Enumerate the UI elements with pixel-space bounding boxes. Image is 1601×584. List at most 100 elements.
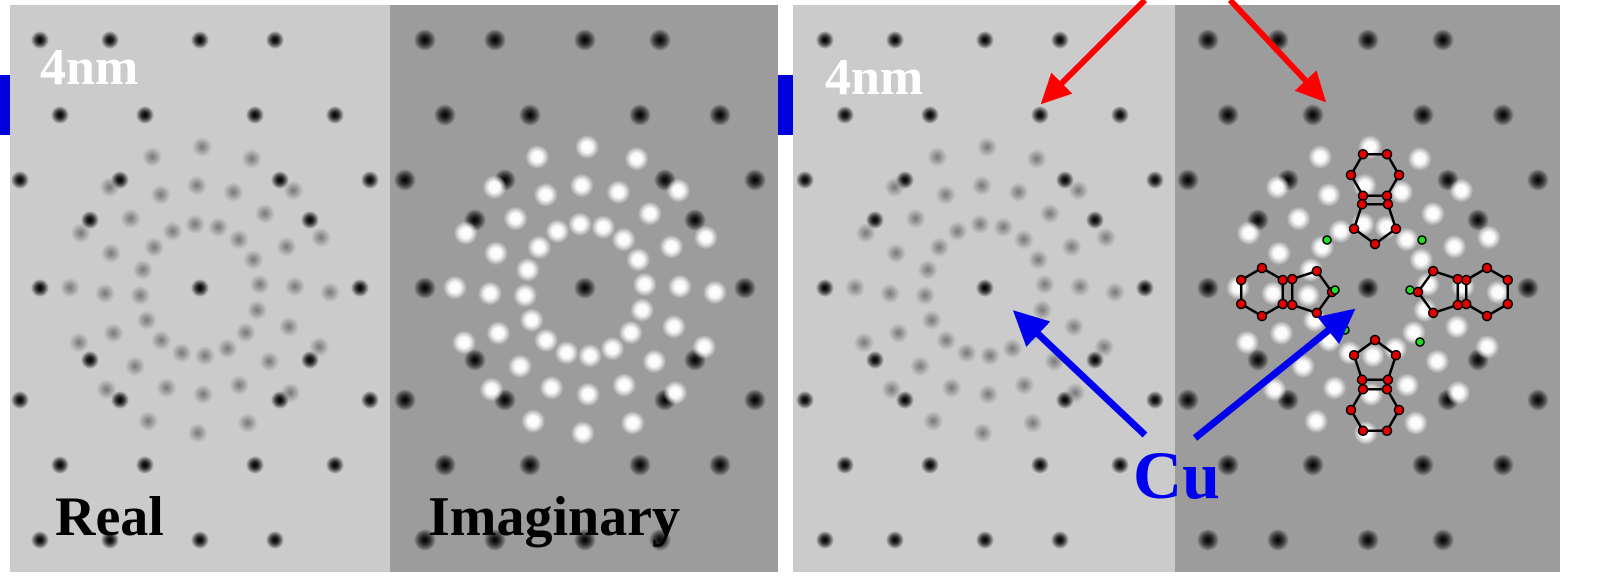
atom xyxy=(1331,286,1339,294)
dot xyxy=(151,185,171,205)
dot xyxy=(1269,321,1293,345)
dot xyxy=(525,145,549,169)
dot xyxy=(1267,529,1289,551)
dot xyxy=(144,237,164,257)
cu-label: Cu xyxy=(1133,437,1220,513)
dot xyxy=(1217,104,1239,126)
dot xyxy=(540,376,564,400)
atom xyxy=(1237,300,1246,309)
dot xyxy=(576,382,600,406)
panel-label: Imaginary xyxy=(428,486,680,548)
dot xyxy=(709,454,731,476)
atom xyxy=(1371,336,1380,345)
atom xyxy=(1483,264,1492,273)
dot xyxy=(31,279,49,297)
dot xyxy=(694,225,718,249)
dot xyxy=(1014,375,1034,395)
dot xyxy=(11,171,29,189)
dot xyxy=(910,356,930,376)
dot xyxy=(1031,456,1049,474)
dot xyxy=(1492,454,1514,476)
dot xyxy=(1421,202,1445,226)
dot xyxy=(977,137,997,157)
dot xyxy=(734,277,756,299)
dot xyxy=(1408,147,1432,171)
atom xyxy=(1391,224,1400,233)
dot xyxy=(483,175,507,199)
dot xyxy=(880,283,900,303)
scale-label: 4nm xyxy=(825,49,923,106)
dot xyxy=(301,211,319,229)
dot xyxy=(692,335,716,359)
dot xyxy=(1404,411,1428,435)
dot xyxy=(591,215,615,239)
dot xyxy=(921,456,939,474)
dot xyxy=(921,106,939,124)
dot xyxy=(60,278,80,298)
dot xyxy=(486,321,510,345)
dot xyxy=(1035,275,1055,295)
dot xyxy=(885,177,905,197)
atom xyxy=(1312,267,1321,276)
dot xyxy=(630,298,654,322)
atom xyxy=(1383,191,1392,200)
dot xyxy=(625,147,649,171)
dot xyxy=(71,223,91,243)
dot xyxy=(136,106,154,124)
dot xyxy=(1002,339,1022,359)
dot xyxy=(95,283,115,303)
dot xyxy=(886,531,904,549)
dot xyxy=(668,275,692,299)
dot xyxy=(642,349,666,373)
dot xyxy=(247,300,267,320)
dot xyxy=(1412,454,1434,476)
dot xyxy=(703,280,727,304)
dot xyxy=(191,31,209,49)
dot xyxy=(1266,175,1290,199)
dot xyxy=(744,169,766,191)
atom xyxy=(1359,426,1368,435)
dot xyxy=(1449,179,1473,203)
dot xyxy=(1446,381,1470,405)
dot xyxy=(888,323,908,343)
dot xyxy=(980,346,1000,366)
dot xyxy=(621,411,645,435)
dot xyxy=(97,379,117,399)
dot xyxy=(31,531,49,549)
atom xyxy=(1288,275,1297,284)
dot xyxy=(856,223,876,243)
dot xyxy=(1357,277,1379,299)
atom xyxy=(1383,385,1392,394)
dot xyxy=(660,235,684,259)
dot xyxy=(886,243,906,263)
dot xyxy=(612,373,636,397)
dot xyxy=(915,285,935,305)
dot xyxy=(606,180,630,204)
dot xyxy=(1064,317,1084,337)
dot xyxy=(320,282,340,302)
dot xyxy=(361,171,379,189)
dot xyxy=(136,456,154,474)
atom xyxy=(1462,276,1471,285)
dot xyxy=(195,346,215,366)
dot xyxy=(513,283,537,307)
dot xyxy=(11,391,29,409)
dot xyxy=(188,423,208,443)
dot xyxy=(973,423,993,443)
dot xyxy=(918,260,938,280)
dot xyxy=(142,147,162,167)
dot xyxy=(1412,104,1434,126)
dot xyxy=(976,531,994,549)
dot xyxy=(277,237,297,257)
dot xyxy=(266,31,284,49)
atom xyxy=(1359,150,1368,159)
dot xyxy=(520,308,544,332)
dot xyxy=(1235,331,1259,355)
dot xyxy=(886,31,904,49)
dot xyxy=(443,276,467,300)
dot xyxy=(172,343,192,363)
dot xyxy=(394,169,416,191)
dot xyxy=(816,279,834,297)
dot xyxy=(191,279,209,297)
dot xyxy=(279,317,299,337)
